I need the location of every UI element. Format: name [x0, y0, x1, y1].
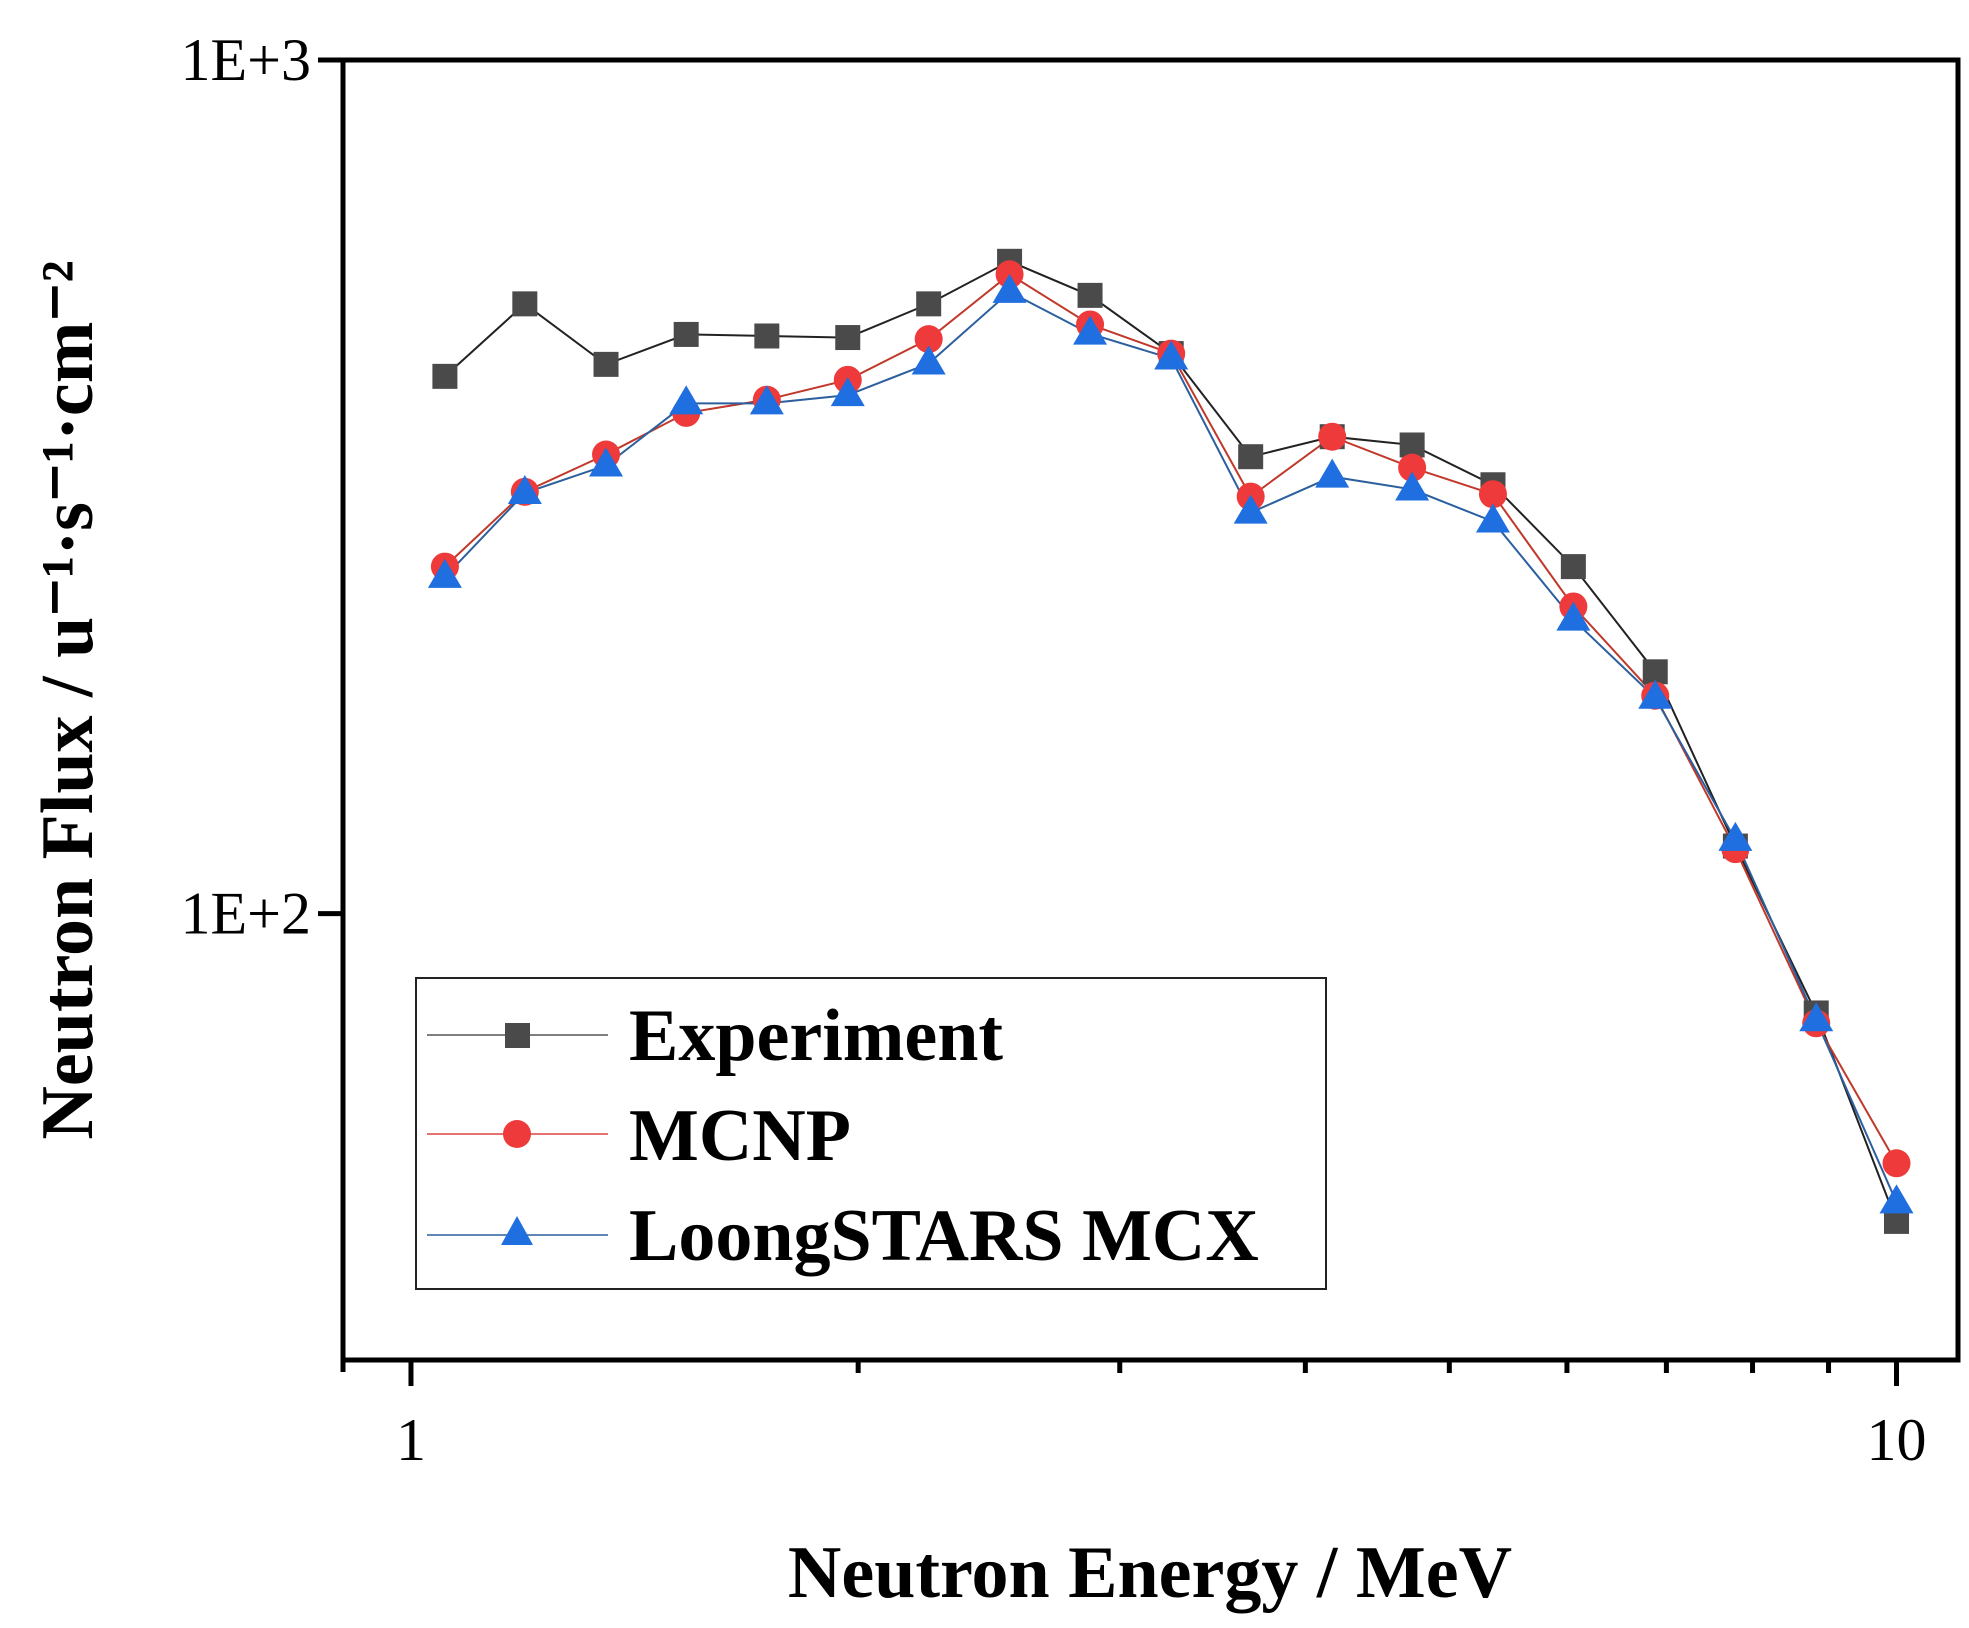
data-point-square [1399, 432, 1425, 458]
data-point-square [593, 351, 619, 377]
legend-label-experiment: Experiment [629, 995, 1003, 1077]
data-point-square [512, 291, 538, 317]
data-point-triangle [1718, 821, 1753, 851]
data-point-triangle [830, 377, 865, 407]
data-point-triangle [1073, 315, 1108, 345]
data-point-circle [1882, 1149, 1911, 1178]
data-point-circle [1398, 453, 1427, 482]
series-layer [427, 248, 1914, 1234]
plot-frame [340, 57, 1961, 1363]
legend-label-mcnp: MCNP [629, 1095, 851, 1177]
x-axis-ticks: 1 10 [340, 1360, 1927, 1473]
data-point-circle [1318, 422, 1347, 451]
data-point-square [1238, 444, 1264, 470]
data-point-triangle [507, 475, 542, 505]
data-point-square [673, 321, 699, 347]
x-tick-label: 10 [1867, 1407, 1927, 1473]
legend-item-experiment: Experiment [427, 995, 1003, 1077]
data-point-triangle [1233, 494, 1268, 524]
y-tick-label: 1E+2 [181, 881, 312, 947]
y-axis-title: Neutron Flux / u⁻¹·s⁻¹·cm⁻² [27, 260, 109, 1139]
data-point-triangle [669, 385, 704, 415]
legend-circle-marker-icon [503, 1120, 531, 1148]
data-point-triangle [1154, 340, 1189, 370]
data-point-square [1077, 282, 1103, 308]
data-point-triangle [1638, 679, 1673, 709]
legend-triangle-marker-icon [501, 1216, 533, 1245]
data-point-triangle [1475, 503, 1510, 533]
plot-area-border [340, 57, 1961, 1363]
data-point-triangle [1315, 458, 1350, 488]
data-point-triangle [1879, 1184, 1914, 1214]
data-point-triangle [992, 273, 1027, 303]
data-point-circle [914, 325, 943, 354]
y-tick-label: 1E+3 [181, 27, 312, 93]
x-tick-label: 1 [396, 1407, 426, 1473]
data-point-triangle [749, 385, 784, 415]
legend-item-mcnp: MCNP [427, 1095, 851, 1177]
data-point-triangle [1395, 471, 1430, 501]
data-point-triangle [911, 345, 946, 375]
legend: Experiment MCNP LoongSTARS MCX [415, 977, 1327, 1290]
data-point-triangle [589, 447, 624, 477]
data-point-square [835, 325, 861, 351]
legend-item-loongstars-mcx: LoongSTARS MCX [427, 1195, 1259, 1277]
data-point-square [916, 291, 942, 317]
data-point-triangle [427, 558, 462, 588]
data-point-triangle [1556, 601, 1591, 631]
y-axis-ticks: 1E+2 1E+3 [181, 27, 343, 947]
data-point-square [432, 363, 458, 389]
data-point-triangle [1799, 1002, 1834, 1032]
legend-square-marker-icon [505, 1023, 530, 1048]
legend-label-loongstars-mcx: LoongSTARS MCX [629, 1195, 1259, 1277]
series-markers-loongstars-mcx [427, 273, 1914, 1214]
data-point-square [1560, 554, 1586, 580]
x-axis-title: Neutron Energy / MeV [788, 1532, 1512, 1614]
data-point-square [754, 323, 780, 349]
data-point-circle [1478, 480, 1507, 509]
